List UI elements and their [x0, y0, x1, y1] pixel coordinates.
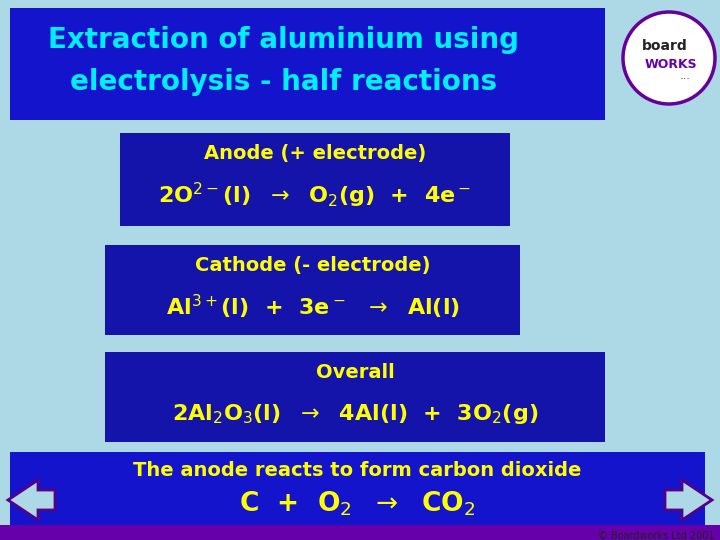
Polygon shape: [665, 480, 712, 520]
Text: Anode (+ electrode): Anode (+ electrode): [204, 144, 426, 163]
Bar: [10, 8, 605, 120]
Text: © Boardworks Ltd 2001: © Boardworks Ltd 2001: [598, 531, 715, 540]
Text: Al$^{3+}$(l)  +  3e$^-$  $\rightarrow$  Al(l): Al$^{3+}$(l) + 3e$^-$ $\rightarrow$ Al(l…: [166, 293, 459, 321]
Text: Overall: Overall: [315, 362, 395, 381]
Text: 2Al$_2$O$_3$(l)  $\rightarrow$  4Al(l)  +  3O$_2$(g): 2Al$_2$O$_3$(l) $\rightarrow$ 4Al(l) + 3…: [172, 402, 538, 426]
Bar: [10, 452, 705, 525]
Polygon shape: [8, 480, 55, 520]
Text: ...: ...: [680, 71, 690, 81]
Text: WORKS: WORKS: [644, 57, 697, 71]
Text: electrolysis - half reactions: electrolysis - half reactions: [70, 68, 498, 96]
Bar: [120, 133, 510, 226]
Text: Extraction of aluminium using: Extraction of aluminium using: [48, 26, 519, 54]
Text: board: board: [642, 39, 688, 53]
Text: The anode reacts to form carbon dioxide: The anode reacts to form carbon dioxide: [133, 461, 582, 480]
Circle shape: [623, 12, 715, 104]
Bar: [105, 245, 520, 335]
Text: C  +  O$_2$  $\rightarrow$  CO$_2$: C + O$_2$ $\rightarrow$ CO$_2$: [239, 490, 476, 518]
Bar: [105, 352, 605, 442]
Text: Cathode (- electrode): Cathode (- electrode): [194, 255, 431, 274]
Text: 2O$^{2-}$(l)  $\rightarrow$  O$_2$(g)  +  4e$^-$: 2O$^{2-}$(l) $\rightarrow$ O$_2$(g) + 4e…: [158, 180, 472, 210]
Bar: [0, 525, 720, 540]
